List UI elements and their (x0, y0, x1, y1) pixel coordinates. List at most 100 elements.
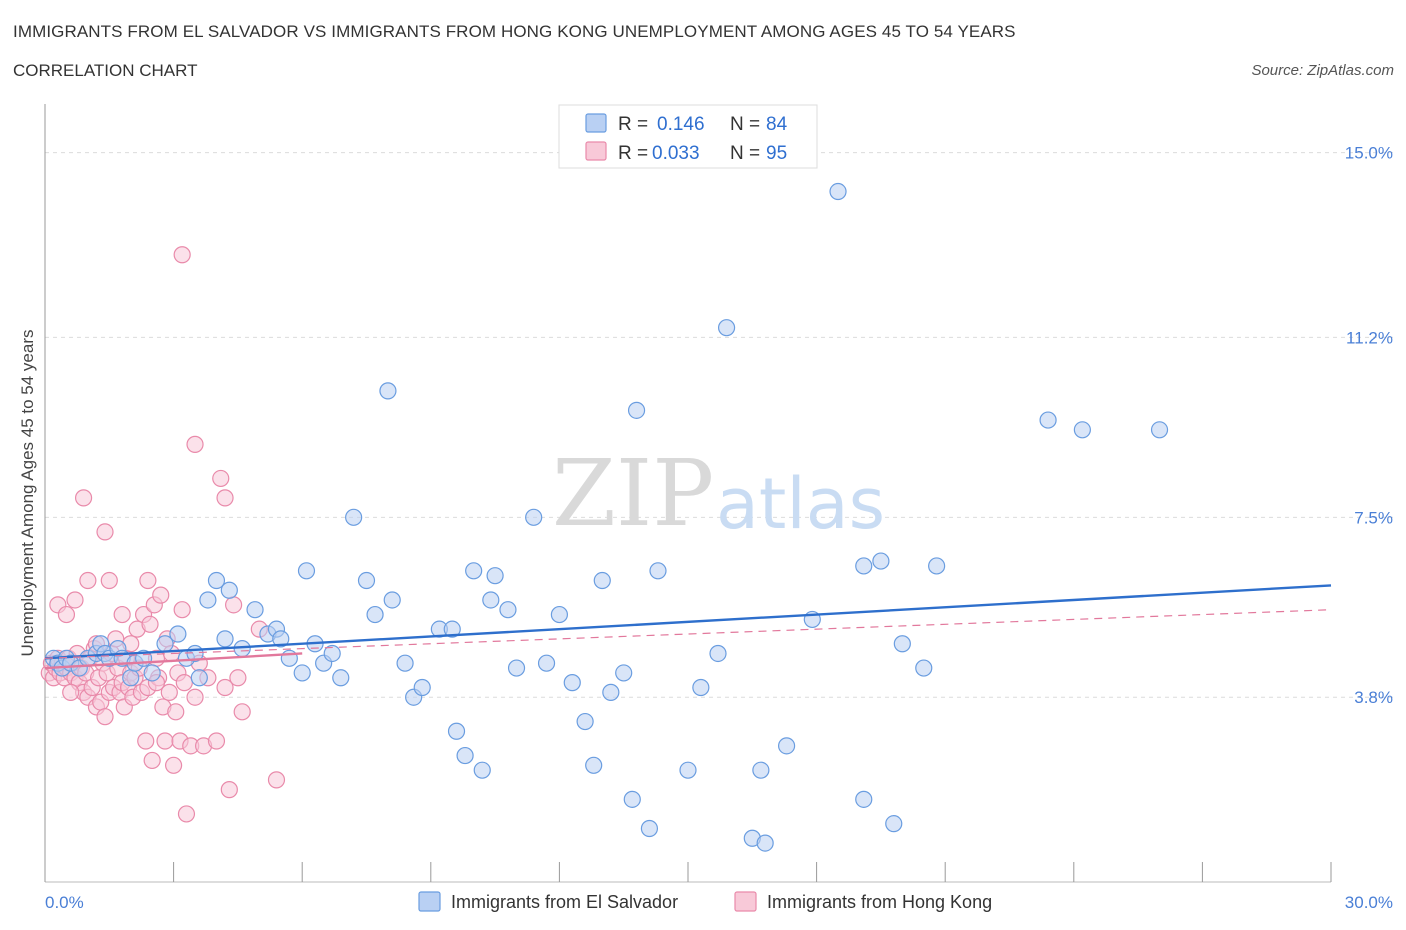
data-point (74, 489, 93, 507)
trend-lines (44, 584, 1332, 670)
data-point (915, 659, 933, 677)
legend-r-label-1: R = (618, 114, 648, 135)
legend-r-value-2: 0.033 (652, 143, 700, 164)
data-point (79, 571, 97, 590)
data-point (225, 596, 243, 614)
data-point (473, 761, 491, 779)
trend-line-hong-kong (44, 652, 303, 670)
data-point (175, 674, 193, 692)
data-point (272, 630, 290, 648)
data-point (383, 591, 401, 609)
data-point (190, 669, 208, 687)
series-hong-kong-points (40, 246, 286, 823)
data-point (602, 683, 620, 701)
data-point (872, 552, 890, 570)
data-point (443, 620, 461, 638)
data-point (173, 601, 191, 619)
data-point (216, 630, 234, 648)
data-point (576, 712, 594, 731)
data-point (928, 557, 946, 575)
data-point (169, 625, 187, 643)
data-point (525, 508, 543, 526)
bottom-legend: Immigrants from El Salvador Immigrants f… (418, 891, 992, 912)
legend-n-label-2: N = (730, 143, 760, 164)
data-point (366, 605, 384, 624)
data-point (593, 571, 611, 590)
data-point (199, 591, 217, 609)
watermark: ZIP atlas (552, 440, 885, 547)
data-point (165, 756, 183, 774)
data-point (615, 664, 633, 682)
data-point (113, 605, 131, 624)
data-point (623, 790, 641, 808)
data-point (212, 469, 230, 488)
data-point (829, 182, 847, 201)
data-point (143, 751, 161, 770)
series-el-salvador-points (44, 182, 1169, 852)
data-point (692, 678, 710, 697)
data-point (156, 732, 174, 750)
data-point (220, 581, 238, 599)
data-point (465, 562, 483, 580)
bottom-legend-label-hong-kong: Immigrants from Hong Kong (767, 892, 992, 912)
data-point (167, 703, 185, 721)
data-point (207, 571, 226, 590)
y-axis-label: Unemployment Among Ages 45 to 54 years (18, 330, 37, 657)
legend-box: R = 0.146 N = 84 R = 0.033 N = 95 (558, 104, 818, 169)
data-point (893, 635, 911, 653)
y-tick-label: 3.8% (1354, 688, 1393, 707)
legend-n-value-1: 84 (766, 114, 788, 135)
data-point (486, 567, 504, 585)
data-point (585, 756, 603, 774)
chart-subtitle: CORRELATION CHART (13, 61, 198, 80)
data-point (186, 435, 204, 453)
data-point (66, 591, 84, 609)
data-point (293, 664, 311, 682)
data-point (143, 664, 161, 682)
data-point (173, 246, 191, 264)
watermark-atlas: atlas (716, 463, 885, 545)
data-point (122, 669, 140, 687)
data-point (216, 489, 234, 507)
data-point (297, 562, 316, 580)
data-point (96, 523, 114, 541)
data-point (1039, 411, 1057, 429)
legend-n-label-1: N = (730, 114, 760, 135)
data-point (627, 401, 646, 419)
data-point (482, 591, 500, 609)
data-point (1150, 421, 1169, 439)
y-tick-labels: 3.8% 7.5% 11.2% 15.0% (1345, 144, 1393, 708)
data-point (499, 601, 517, 619)
data-point (640, 819, 659, 838)
grid-lines (45, 152, 1393, 698)
data-point (550, 605, 569, 624)
data-point (537, 654, 556, 672)
x-tick-label-max: 30.0% (1345, 893, 1393, 912)
bottom-legend-swatch-pink (734, 891, 757, 912)
chart-title: IMMIGRANTS FROM EL SALVADOR VS IMMIGRANT… (13, 22, 1016, 41)
x-tick-label-min: 0.0% (45, 893, 84, 912)
data-point (57, 605, 76, 624)
data-point (777, 737, 796, 755)
legend-r-value-1: 0.146 (657, 114, 705, 135)
data-point (885, 815, 903, 833)
data-point (679, 761, 697, 779)
data-point (62, 683, 80, 701)
data-point (216, 678, 234, 697)
source-label: Source: ZipAtlas.com (1251, 62, 1394, 79)
data-point (357, 571, 376, 590)
data-point (379, 382, 397, 400)
data-point (177, 805, 196, 823)
data-point (137, 732, 155, 750)
data-point (141, 615, 159, 633)
data-point (229, 669, 247, 687)
data-point (323, 644, 341, 663)
bottom-legend-swatch-blue (418, 891, 441, 912)
legend-n-value-2: 95 (766, 143, 787, 164)
data-point (96, 708, 114, 726)
data-point (220, 781, 238, 799)
data-point (186, 688, 204, 706)
data-point (456, 746, 474, 765)
bottom-legend-label-el-salvador: Immigrants from El Salvador (451, 892, 678, 912)
